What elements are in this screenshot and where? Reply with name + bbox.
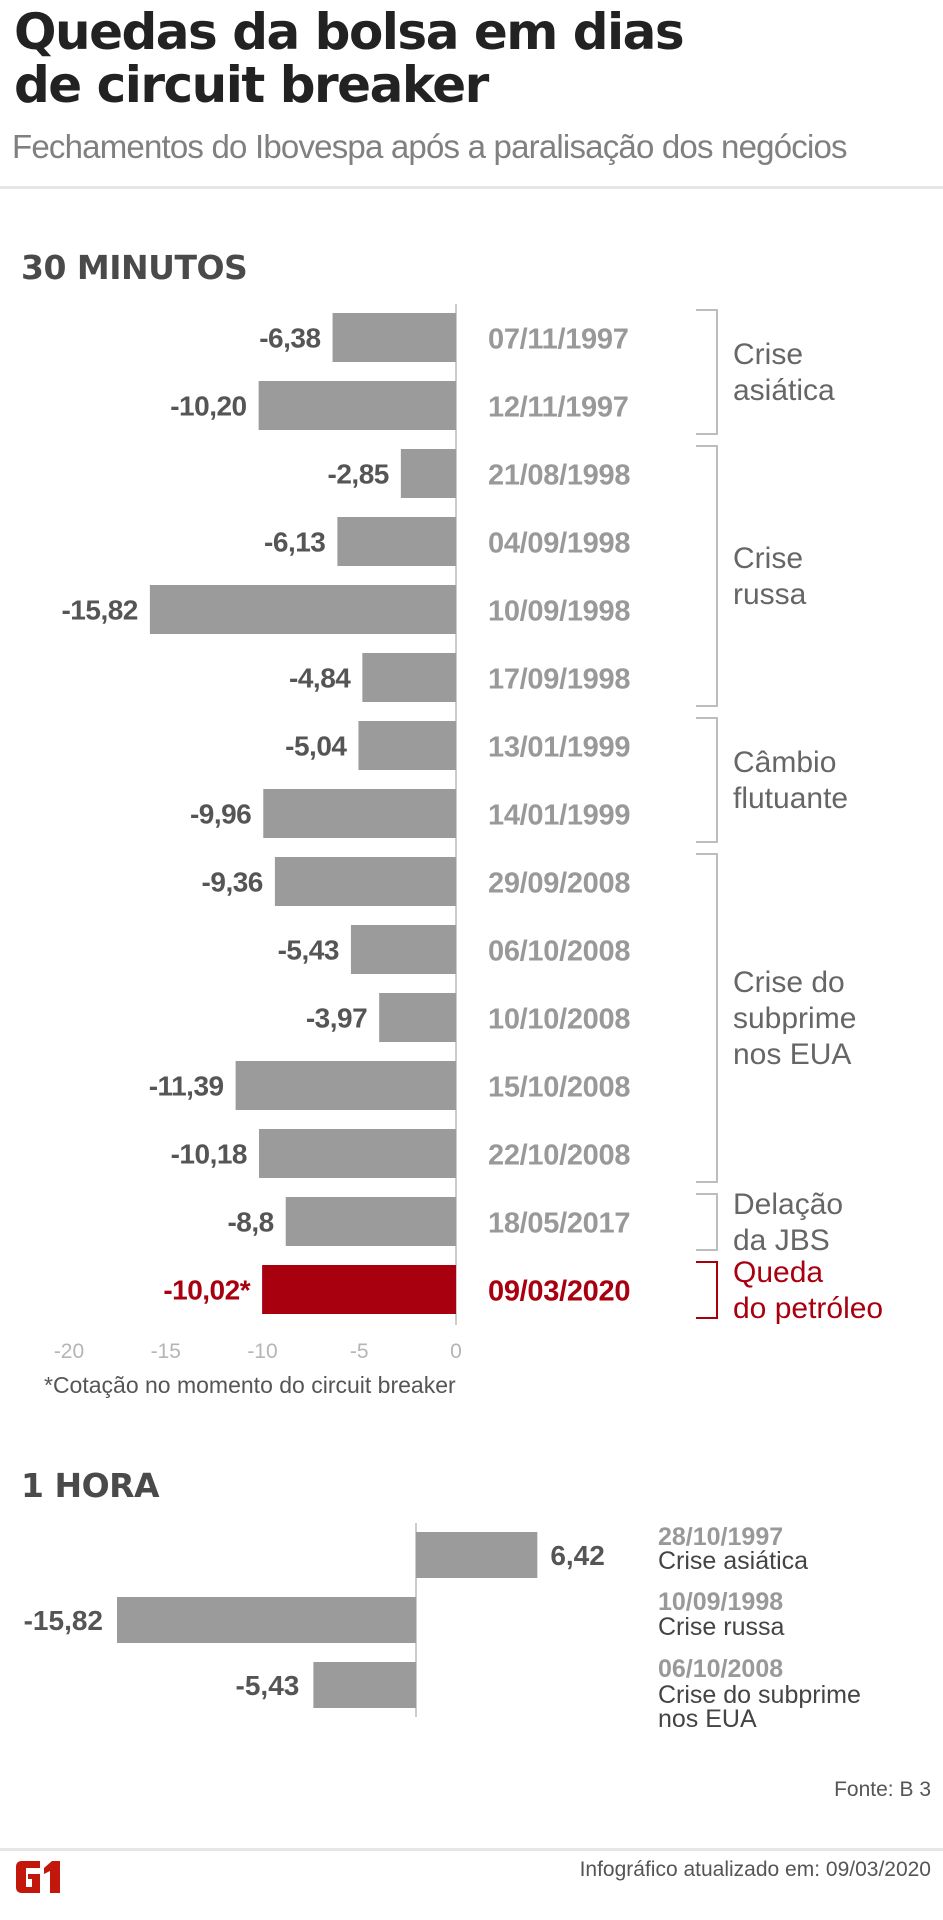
group-bracket [696,309,718,435]
value-label: -9,36 [202,867,263,898]
date-label: 04/09/1998 [488,528,630,560]
group-label: Crise [733,542,803,575]
source-note: Fonte: B 3 [834,1778,931,1801]
date-label: 10/09/1998 [658,1588,783,1616]
bar [259,1129,456,1178]
bar [358,721,456,770]
group-bracket [696,445,718,707]
group-label: da JBS [733,1224,830,1257]
section-title-1-hora: 1 HORA [21,1466,160,1505]
group-label: nos EUA [733,1038,851,1071]
bar [258,381,456,430]
bar [362,653,456,702]
chart-subtitle: Fechamentos do Ibovespa após a paralisaç… [12,128,848,165]
bar [274,857,456,906]
value-label: -10,02* [163,1275,250,1306]
group-label: Câmbio [733,746,836,779]
value-label: -3,97 [306,1003,367,1034]
g1-logo [16,1861,60,1893]
bar [337,517,456,566]
bar [400,449,456,498]
bar [379,993,456,1042]
date-label: 14/01/1999 [488,800,630,832]
date-label: 17/09/1998 [488,664,630,696]
date-label: 12/11/1997 [488,392,629,424]
group-label: Queda [733,1256,823,1289]
bar [117,1597,416,1643]
group-label: flutuante [733,782,848,815]
updated-date: Infográfico atualizado em: 09/03/2020 [579,1858,931,1881]
bar [235,1061,456,1110]
group-label: do petróleo [733,1292,883,1325]
value-label: -15,82 [24,1605,103,1636]
value-label: -11,39 [149,1071,224,1102]
group-bracket [696,717,718,843]
bar [149,585,456,634]
value-label: -2,85 [328,459,389,490]
bar [263,789,456,838]
x-tick-label: -5 [350,1340,369,1363]
date-label: 09/03/2020 [488,1276,630,1308]
group-label: asiática [733,374,835,407]
value-label: -4,84 [289,663,351,694]
x-tick-label: -10 [247,1340,277,1363]
bar [285,1197,456,1246]
value-label: -10,18 [171,1139,247,1170]
date-label: 10/09/1998 [488,596,630,628]
value-label: -15,82 [61,595,137,626]
group-bracket [696,853,718,1183]
date-label: 06/10/2008 [488,936,630,968]
value-label: -5,43 [278,935,339,966]
group-label: Delação [733,1188,843,1221]
group-bracket [696,1261,718,1319]
date-label: 22/10/2008 [488,1140,630,1172]
bar [262,1265,456,1314]
chart-title-line-1: Quedas da bolsa em dias [14,3,685,61]
bar [332,313,456,362]
group-label: Crise do [733,966,845,999]
date-label: 18/05/2017 [488,1208,630,1240]
footnote: *Cotação no momento do circuit breaker [44,1372,456,1398]
header-divider [0,186,943,189]
value-label: -10,20 [170,391,246,422]
value-label: -5,43 [236,1670,300,1701]
group-label: russa [733,578,807,611]
bar [313,1662,416,1708]
date-label: 29/09/2008 [488,868,630,900]
section-title-30-minutos: 30 MINUTOS [21,248,248,287]
event-label: Crise do subprime [658,1681,861,1709]
chart-30-minutos: -6,38 07/11/1997 -10,20 12/11/1997 -2,85 21/0… [54,304,883,1363]
event-label: Crise asiática [658,1547,808,1575]
bar [350,925,456,974]
value-label: 6,42 [550,1540,605,1571]
group-label: subprime [733,1002,856,1035]
chart-title: Quedas da bolsa em dias de circuit break… [14,3,685,114]
footer-divider [0,1848,943,1851]
group-label: Crise [733,338,803,371]
event-label: nos EUA [658,1705,757,1733]
x-tick-label: -20 [54,1340,84,1363]
date-label: 15/10/2008 [488,1072,630,1104]
value-label: -6,38 [259,323,320,354]
chart-title-line-2: de circuit breaker [14,56,489,114]
date-label: 28/10/1997 [658,1523,783,1551]
x-tick-label: 0 [450,1340,462,1363]
bar [416,1532,538,1578]
value-label: -6,13 [264,527,325,558]
event-label: Crise russa [658,1613,785,1641]
value-label: -5,04 [285,731,347,762]
date-label: 06/10/2008 [658,1655,783,1683]
date-label: 21/08/1998 [488,460,630,492]
date-label: 10/10/2008 [488,1004,630,1036]
value-label: -9,96 [190,799,251,830]
group-bracket [696,1193,718,1251]
x-tick-label: -15 [151,1340,181,1363]
value-label: -8,8 [227,1207,273,1238]
date-label: 07/11/1997 [488,324,629,356]
date-label: 13/01/1999 [488,732,630,764]
